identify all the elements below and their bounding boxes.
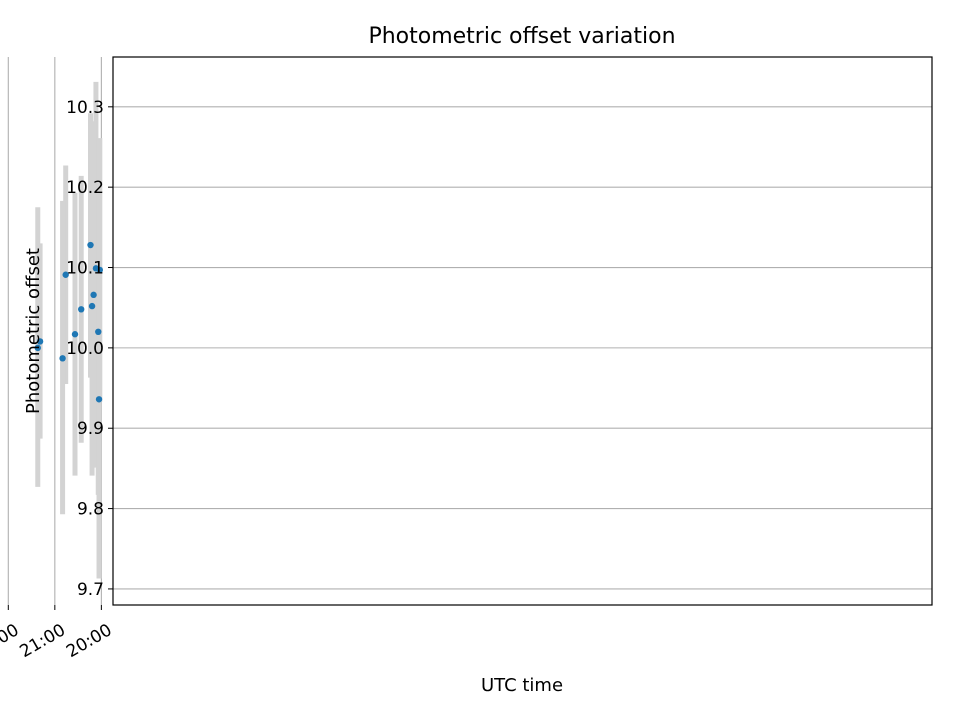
grid-lines	[7, 57, 932, 605]
data-point	[87, 241, 94, 249]
y-tick-label: 9.8	[77, 500, 104, 520]
data-point	[95, 396, 103, 403]
data-point	[59, 355, 66, 362]
data-point	[90, 291, 97, 299]
data-point	[78, 306, 85, 313]
data-point	[92, 265, 100, 272]
chart-title: Photometric offset variation	[368, 24, 675, 49]
y-tick-label: 9.7	[77, 580, 104, 600]
y-axis-ticks: 9.7 9.8 9.9 10.0 10.1 10.2 10.3	[66, 98, 113, 600]
data-point	[88, 302, 96, 310]
y-tick-label: 10.2	[66, 178, 104, 198]
data-point	[95, 328, 102, 336]
y-tick-label: 10.0	[66, 339, 104, 359]
data-point	[34, 344, 41, 352]
y-tick-label: 10.1	[66, 259, 104, 279]
plot-frame	[112, 56, 933, 606]
y-axis-label: Photometric offset	[23, 248, 44, 414]
data-point	[71, 331, 79, 338]
y-tick-label: 9.9	[77, 419, 104, 439]
y-tick-label: 10.3	[66, 98, 104, 118]
x-axis-label: UTC time	[481, 675, 563, 696]
data-point	[36, 338, 44, 345]
data-point	[62, 271, 69, 278]
data-points	[34, 241, 104, 403]
